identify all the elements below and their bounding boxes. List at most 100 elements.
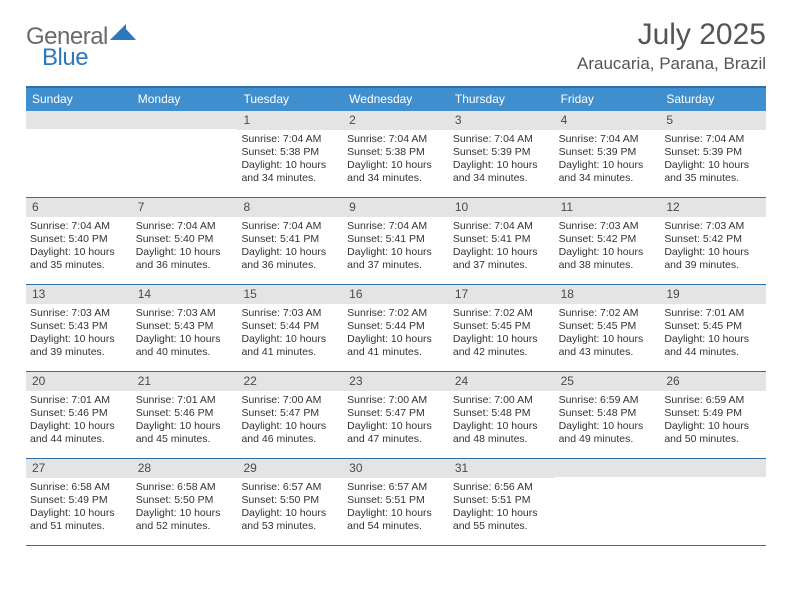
day-body: Sunrise: 6:58 AMSunset: 5:49 PMDaylight:… bbox=[26, 478, 132, 538]
sunrise-text: Sunrise: 7:04 AM bbox=[241, 220, 339, 233]
sunrise-text: Sunrise: 7:04 AM bbox=[347, 133, 445, 146]
day-cell: 30Sunrise: 6:57 AMSunset: 5:51 PMDayligh… bbox=[343, 459, 449, 545]
day-number: 23 bbox=[343, 372, 449, 391]
day-cell: 17Sunrise: 7:02 AMSunset: 5:45 PMDayligh… bbox=[449, 285, 555, 371]
sunrise-text: Sunrise: 7:00 AM bbox=[347, 394, 445, 407]
day-cell: 3Sunrise: 7:04 AMSunset: 5:39 PMDaylight… bbox=[449, 111, 555, 197]
sunset-text: Sunset: 5:41 PM bbox=[347, 233, 445, 246]
day-number: 25 bbox=[555, 372, 661, 391]
empty-day-cell bbox=[132, 111, 238, 197]
daylight-text: Daylight: 10 hours and 36 minutes. bbox=[136, 246, 234, 272]
sunset-text: Sunset: 5:45 PM bbox=[664, 320, 762, 333]
sunset-text: Sunset: 5:43 PM bbox=[136, 320, 234, 333]
day-cell: 5Sunrise: 7:04 AMSunset: 5:39 PMDaylight… bbox=[660, 111, 766, 197]
daylight-text: Daylight: 10 hours and 34 minutes. bbox=[453, 159, 551, 185]
sunrise-text: Sunrise: 7:04 AM bbox=[559, 133, 657, 146]
day-cell: 11Sunrise: 7:03 AMSunset: 5:42 PMDayligh… bbox=[555, 198, 661, 284]
sunset-text: Sunset: 5:51 PM bbox=[347, 494, 445, 507]
daylight-text: Daylight: 10 hours and 47 minutes. bbox=[347, 420, 445, 446]
day-number: 10 bbox=[449, 198, 555, 217]
sunset-text: Sunset: 5:48 PM bbox=[559, 407, 657, 420]
sunrise-text: Sunrise: 6:59 AM bbox=[559, 394, 657, 407]
day-body: Sunrise: 7:00 AMSunset: 5:48 PMDaylight:… bbox=[449, 391, 555, 451]
sunset-text: Sunset: 5:39 PM bbox=[664, 146, 762, 159]
dow-tuesday: Tuesday bbox=[237, 88, 343, 111]
day-number: 24 bbox=[449, 372, 555, 391]
daylight-text: Daylight: 10 hours and 43 minutes. bbox=[559, 333, 657, 359]
week-row: 20Sunrise: 7:01 AMSunset: 5:46 PMDayligh… bbox=[26, 372, 766, 459]
day-body: Sunrise: 7:04 AMSunset: 5:38 PMDaylight:… bbox=[237, 130, 343, 190]
sunset-text: Sunset: 5:41 PM bbox=[241, 233, 339, 246]
sunset-text: Sunset: 5:47 PM bbox=[347, 407, 445, 420]
day-number: 29 bbox=[237, 459, 343, 478]
day-cell: 6Sunrise: 7:04 AMSunset: 5:40 PMDaylight… bbox=[26, 198, 132, 284]
sunrise-text: Sunrise: 7:04 AM bbox=[453, 133, 551, 146]
sunset-text: Sunset: 5:40 PM bbox=[30, 233, 128, 246]
day-body: Sunrise: 7:04 AMSunset: 5:40 PMDaylight:… bbox=[26, 217, 132, 277]
day-cell: 2Sunrise: 7:04 AMSunset: 5:38 PMDaylight… bbox=[343, 111, 449, 197]
calendar: Sunday Monday Tuesday Wednesday Thursday… bbox=[26, 86, 766, 546]
day-cell: 13Sunrise: 7:03 AMSunset: 5:43 PMDayligh… bbox=[26, 285, 132, 371]
daylight-text: Daylight: 10 hours and 37 minutes. bbox=[347, 246, 445, 272]
sunrise-text: Sunrise: 7:03 AM bbox=[664, 220, 762, 233]
day-number: 27 bbox=[26, 459, 132, 478]
sunset-text: Sunset: 5:42 PM bbox=[664, 233, 762, 246]
empty-day-cell bbox=[660, 459, 766, 545]
daylight-text: Daylight: 10 hours and 44 minutes. bbox=[30, 420, 128, 446]
day-body: Sunrise: 7:02 AMSunset: 5:44 PMDaylight:… bbox=[343, 304, 449, 364]
dow-thursday: Thursday bbox=[449, 88, 555, 111]
day-cell: 26Sunrise: 6:59 AMSunset: 5:49 PMDayligh… bbox=[660, 372, 766, 458]
dow-wednesday: Wednesday bbox=[343, 88, 449, 111]
sunset-text: Sunset: 5:38 PM bbox=[347, 146, 445, 159]
sunrise-text: Sunrise: 7:02 AM bbox=[453, 307, 551, 320]
sunset-text: Sunset: 5:47 PM bbox=[241, 407, 339, 420]
daylight-text: Daylight: 10 hours and 39 minutes. bbox=[30, 333, 128, 359]
month-title: July 2025 bbox=[577, 18, 766, 52]
empty-day-cell bbox=[26, 111, 132, 197]
day-cell: 18Sunrise: 7:02 AMSunset: 5:45 PMDayligh… bbox=[555, 285, 661, 371]
day-cell: 14Sunrise: 7:03 AMSunset: 5:43 PMDayligh… bbox=[132, 285, 238, 371]
day-number: 30 bbox=[343, 459, 449, 478]
sunrise-text: Sunrise: 7:02 AM bbox=[347, 307, 445, 320]
day-cell: 29Sunrise: 6:57 AMSunset: 5:50 PMDayligh… bbox=[237, 459, 343, 545]
day-cell: 21Sunrise: 7:01 AMSunset: 5:46 PMDayligh… bbox=[132, 372, 238, 458]
day-cell: 19Sunrise: 7:01 AMSunset: 5:45 PMDayligh… bbox=[660, 285, 766, 371]
day-number-bar bbox=[660, 459, 766, 477]
day-number: 6 bbox=[26, 198, 132, 217]
sunrise-text: Sunrise: 7:04 AM bbox=[664, 133, 762, 146]
day-cell: 15Sunrise: 7:03 AMSunset: 5:44 PMDayligh… bbox=[237, 285, 343, 371]
daylight-text: Daylight: 10 hours and 36 minutes. bbox=[241, 246, 339, 272]
day-number: 16 bbox=[343, 285, 449, 304]
sunset-text: Sunset: 5:49 PM bbox=[664, 407, 762, 420]
day-cell: 16Sunrise: 7:02 AMSunset: 5:44 PMDayligh… bbox=[343, 285, 449, 371]
daylight-text: Daylight: 10 hours and 42 minutes. bbox=[453, 333, 551, 359]
day-body: Sunrise: 7:04 AMSunset: 5:41 PMDaylight:… bbox=[449, 217, 555, 277]
sunset-text: Sunset: 5:49 PM bbox=[30, 494, 128, 507]
sunrise-text: Sunrise: 7:03 AM bbox=[559, 220, 657, 233]
sunrise-text: Sunrise: 6:58 AM bbox=[136, 481, 234, 494]
daylight-text: Daylight: 10 hours and 51 minutes. bbox=[30, 507, 128, 533]
day-body: Sunrise: 7:04 AMSunset: 5:39 PMDaylight:… bbox=[555, 130, 661, 190]
sunset-text: Sunset: 5:45 PM bbox=[559, 320, 657, 333]
day-body: Sunrise: 6:59 AMSunset: 5:49 PMDaylight:… bbox=[660, 391, 766, 451]
day-body: Sunrise: 7:04 AMSunset: 5:41 PMDaylight:… bbox=[237, 217, 343, 277]
week-row: 6Sunrise: 7:04 AMSunset: 5:40 PMDaylight… bbox=[26, 198, 766, 285]
daylight-text: Daylight: 10 hours and 54 minutes. bbox=[347, 507, 445, 533]
week-row: 27Sunrise: 6:58 AMSunset: 5:49 PMDayligh… bbox=[26, 459, 766, 546]
sunrise-text: Sunrise: 6:58 AM bbox=[30, 481, 128, 494]
logo-text-blue: Blue bbox=[42, 44, 88, 72]
daylight-text: Daylight: 10 hours and 50 minutes. bbox=[664, 420, 762, 446]
sunset-text: Sunset: 5:44 PM bbox=[241, 320, 339, 333]
sunrise-text: Sunrise: 7:04 AM bbox=[453, 220, 551, 233]
sunrise-text: Sunrise: 7:04 AM bbox=[241, 133, 339, 146]
day-cell: 25Sunrise: 6:59 AMSunset: 5:48 PMDayligh… bbox=[555, 372, 661, 458]
day-number: 20 bbox=[26, 372, 132, 391]
week-row: 13Sunrise: 7:03 AMSunset: 5:43 PMDayligh… bbox=[26, 285, 766, 372]
daylight-text: Daylight: 10 hours and 37 minutes. bbox=[453, 246, 551, 272]
day-body: Sunrise: 7:03 AMSunset: 5:42 PMDaylight:… bbox=[660, 217, 766, 277]
logo-triangle-icon bbox=[110, 22, 136, 45]
day-number: 9 bbox=[343, 198, 449, 217]
day-number-bar bbox=[132, 111, 238, 129]
weeks-container: 1Sunrise: 7:04 AMSunset: 5:38 PMDaylight… bbox=[26, 111, 766, 546]
sunrise-text: Sunrise: 7:03 AM bbox=[136, 307, 234, 320]
